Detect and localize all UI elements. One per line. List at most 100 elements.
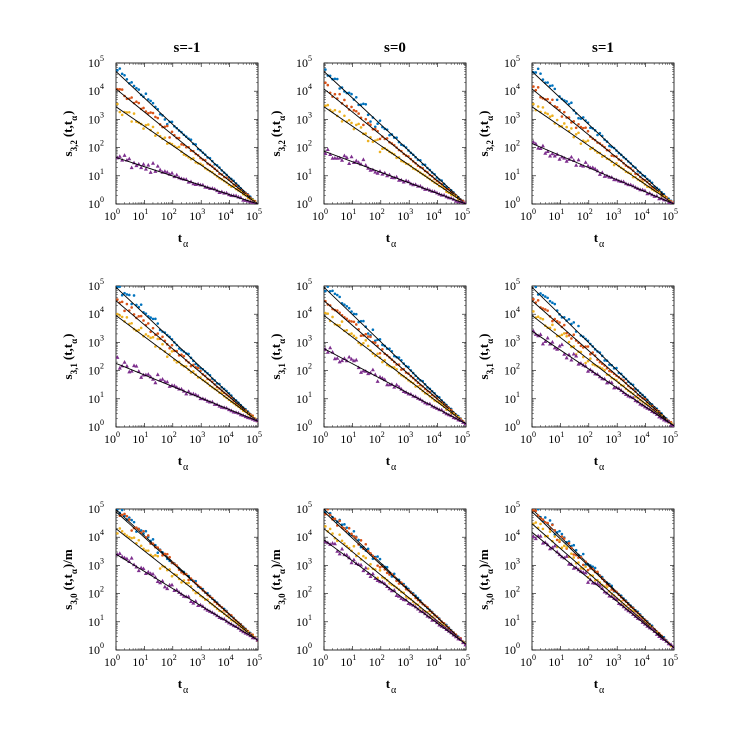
x-axis-label-subscript: α: [183, 462, 189, 473]
data-point: [560, 546, 564, 550]
y-tick-label: 100: [88, 195, 104, 211]
data-point: [161, 342, 164, 346]
y-label-args-subscript: α: [69, 116, 79, 121]
x-axis-label-main: t: [594, 453, 599, 468]
plot-area: [116, 509, 258, 642]
data-point: [125, 514, 129, 518]
fit-line: [532, 106, 674, 204]
fit-line: [324, 71, 466, 204]
data-point: [574, 126, 578, 130]
tick-exponent: 0: [116, 207, 120, 216]
data-point: [354, 536, 358, 539]
data-point: [567, 334, 571, 337]
fit-line: [324, 528, 466, 645]
data-point: [349, 154, 354, 159]
tick-exponent: 3: [100, 333, 104, 342]
data-point: [376, 555, 379, 558]
data-point: [369, 562, 372, 566]
x-tick-label: 101: [132, 207, 148, 223]
data-point: [134, 363, 139, 368]
tick-base: 10: [504, 197, 516, 211]
data-point: [168, 346, 171, 350]
x-tick-label: 105: [662, 207, 678, 223]
data-point: [612, 163, 616, 167]
data-point: [352, 312, 356, 316]
data-point: [534, 88, 538, 92]
data-point: [550, 151, 555, 156]
y-tick-label: 102: [504, 585, 520, 601]
y-label-prefix: s: [60, 374, 75, 379]
y-tick-label: 105: [88, 54, 104, 70]
y-tick-label: 102: [296, 139, 312, 155]
x-axis-label-subscript: α: [183, 239, 189, 250]
data-point: [597, 172, 602, 176]
data-point: [577, 131, 580, 135]
y-tick-label: 100: [504, 195, 520, 211]
data-point: [149, 99, 152, 103]
plot-area: [324, 68, 466, 204]
tick-base: 10: [88, 307, 100, 321]
data-point: [366, 571, 371, 575]
data-point: [538, 146, 543, 151]
y-tick-label: 102: [88, 139, 104, 155]
tick-base: 10: [504, 392, 516, 406]
tick-base: 10: [88, 502, 100, 516]
data-point: [144, 529, 148, 533]
x-tick-label: 103: [397, 207, 413, 223]
x-tick-label: 100: [520, 430, 536, 446]
data-point: [132, 536, 136, 539]
data-point: [118, 67, 122, 70]
y-tick-label: 100: [88, 418, 104, 434]
data-point: [532, 139, 536, 144]
y-tick-label: 105: [504, 277, 520, 293]
data-point: [357, 538, 360, 542]
tick-exponent: 3: [409, 207, 413, 216]
y-tick-label: 105: [88, 277, 104, 293]
data-point: [337, 551, 342, 556]
data-point: [548, 299, 552, 303]
x-axis-label-main: t: [178, 230, 183, 245]
y-label-suffix: )/m: [476, 549, 491, 568]
tick-base: 10: [189, 209, 201, 223]
data-point: [155, 163, 160, 168]
data-point: [328, 345, 333, 350]
y-axis-label: s3,0 (t,tα)/m: [60, 549, 79, 610]
tick-base: 10: [246, 209, 258, 223]
data-point: [446, 628, 451, 633]
data-point: [333, 108, 337, 112]
tick-exponent: 3: [308, 556, 312, 565]
data-point: [548, 546, 553, 551]
tick-exponent: 0: [100, 418, 104, 427]
data-point: [326, 103, 330, 107]
data-point: [143, 166, 148, 171]
data-point: [347, 91, 351, 95]
tick-exponent: 2: [516, 362, 520, 371]
plot-area: [116, 67, 258, 204]
data-point: [576, 567, 581, 572]
data-point: [586, 139, 590, 142]
data-point: [340, 358, 345, 363]
y-axis-label: s3,1 (t,tα): [268, 334, 287, 380]
y-tick-label: 101: [296, 167, 312, 183]
data-point: [116, 298, 119, 301]
tick-exponent: 1: [308, 613, 312, 622]
tick-base: 10: [132, 655, 144, 669]
tick-exponent: 3: [516, 556, 520, 565]
data-point: [579, 344, 583, 348]
tick-exponent: 5: [466, 207, 470, 216]
tick-exponent: 1: [516, 167, 520, 176]
tick-base: 10: [504, 558, 516, 572]
data-point: [359, 370, 364, 374]
data-point: [359, 539, 363, 542]
data-point: [154, 317, 157, 321]
tick-base: 10: [504, 420, 516, 434]
data-point: [324, 311, 327, 315]
tick-base: 10: [312, 432, 324, 446]
data-point: [371, 328, 375, 332]
data-point: [187, 352, 190, 356]
data-point: [369, 335, 372, 339]
data-point: [162, 169, 167, 173]
tick-exponent: 3: [201, 207, 205, 216]
y-tick-label: 104: [88, 528, 104, 544]
data-point: [597, 583, 602, 587]
